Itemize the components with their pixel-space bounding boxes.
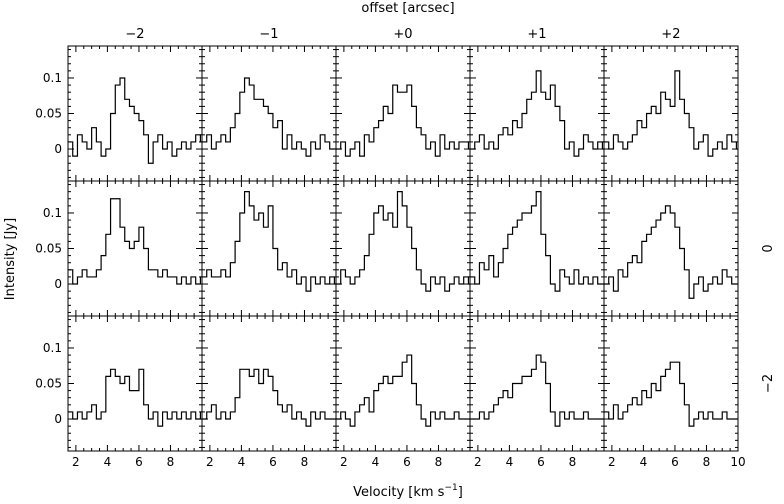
panel-r1-c0: 0 0.05 0.1 [35, 180, 203, 317]
x-tick-label: 8 [301, 455, 309, 469]
x-tick-label: 2 [474, 455, 482, 469]
panel-frame [335, 180, 471, 317]
spectrum-histogram [470, 191, 604, 292]
x-tick-label: 6 [403, 455, 411, 469]
panel-r0-c3 [469, 45, 605, 182]
panel-frame [67, 180, 203, 317]
row-offset-labels: 0 −2 [761, 244, 776, 393]
x-tick-label: 8 [703, 455, 711, 469]
y-tick-label: 0 [54, 142, 62, 156]
panel-r2-c2: 2 4 6 8 [335, 315, 471, 469]
x-tick-label: 2 [72, 455, 80, 469]
x-tick-label: 6 [671, 455, 679, 469]
x-tick-label: 2 [608, 455, 616, 469]
y-tick-label: 0.05 [35, 107, 62, 121]
x-tick-label: 4 [238, 455, 246, 469]
y-tick-label: 0.1 [43, 341, 62, 355]
top-axis-label: offset [arcsec] [361, 1, 454, 16]
panel-frame [469, 45, 605, 182]
panel-frame [335, 45, 471, 182]
spectrum-histogram [202, 191, 336, 292]
panel-grid: 0 0.05 0.1 0 0.05 0.1 0 0.05 0.1 2 4 6 8 2 4 6 8 2 4 6 8 2 4 6 8… [35, 45, 746, 469]
panel-r2-c4: 2 4 6 8 10 [603, 315, 746, 469]
x-tick-label: 4 [104, 455, 112, 469]
spectrum-histogram [470, 354, 604, 427]
row-offset-label: 0 [761, 244, 776, 252]
y-tick-label: 0.05 [35, 242, 62, 256]
panel-frame [603, 315, 739, 452]
panel-frame [201, 180, 337, 317]
spectrum-histogram [68, 77, 202, 164]
x-tick-label: 4 [372, 455, 380, 469]
x-tick-label: 4 [640, 455, 648, 469]
y-axis-label: Intensity [Jy] [3, 218, 18, 300]
panel-r2-c3: 2 4 6 8 [469, 315, 605, 469]
x-tick-label: 4 [506, 455, 514, 469]
panel-r1-c4 [603, 180, 739, 317]
y-tick-label: 0.05 [35, 377, 62, 391]
x-tick-label: 10 [730, 455, 745, 469]
panel-frame [469, 180, 605, 317]
y-tick-label: 0 [54, 277, 62, 291]
row-offset-label: −2 [761, 374, 776, 393]
spectrum-histogram [470, 70, 604, 157]
panel-frame [335, 315, 471, 452]
x-tick-label: 8 [167, 455, 175, 469]
panel-frame [603, 180, 739, 317]
x-tick-label: 2 [340, 455, 348, 469]
panel-r1-c3 [469, 180, 605, 317]
column-offset-label: +1 [527, 27, 546, 42]
x-tick-label: 6 [269, 455, 277, 469]
spectrum-histogram [604, 70, 738, 157]
panel-r0-c2 [335, 45, 471, 182]
x-tick-label: 8 [569, 455, 577, 469]
y-tick-label: 0.1 [43, 71, 62, 85]
spectrum-histogram [336, 354, 470, 427]
y-tick-label: 0 [54, 412, 62, 426]
column-offset-labels: −2 −1 +0 +1 +2 [125, 27, 680, 42]
spectrum-histogram [336, 84, 470, 157]
column-offset-label: +0 [393, 27, 412, 42]
panel-r2-c0: 0 0.05 0.1 2 4 6 8 [35, 315, 203, 469]
spectrum-histogram [202, 77, 336, 157]
panel-r0-c4 [603, 45, 739, 182]
panel-frame [201, 315, 337, 452]
spectrum-histogram [68, 198, 202, 285]
spectrum-histogram [604, 205, 738, 299]
panel-frame [67, 315, 203, 452]
x-axis-label: Velocity [km s−1] [353, 483, 463, 500]
spectrum-histogram [202, 368, 336, 427]
x-tick-label: 6 [537, 455, 545, 469]
x-axis-label-superscript: −1 [444, 483, 457, 493]
y-tick-label: 0.1 [43, 206, 62, 220]
spectrum-histogram [68, 368, 202, 427]
panel-r2-c1: 2 4 6 8 [201, 315, 337, 469]
panel-r1-c1 [201, 180, 337, 317]
panel-r1-c2 [335, 180, 471, 317]
panel-r0-c1 [201, 45, 337, 182]
x-tick-label: 8 [435, 455, 443, 469]
panel-r0-c0: 0 0.05 0.1 [35, 45, 203, 182]
column-offset-label: +2 [661, 27, 680, 42]
panel-frame [603, 45, 739, 182]
column-offset-label: −1 [259, 27, 278, 42]
spectrum-histogram [336, 191, 470, 292]
column-offset-label: −2 [125, 27, 144, 42]
x-tick-label: 6 [135, 455, 143, 469]
spectrum-histogram [604, 361, 738, 427]
x-axis-label-main: Velocity [km s [353, 485, 445, 500]
x-tick-label: 2 [206, 455, 214, 469]
x-axis-label-close: ] [458, 485, 463, 500]
panel-frame [469, 315, 605, 452]
